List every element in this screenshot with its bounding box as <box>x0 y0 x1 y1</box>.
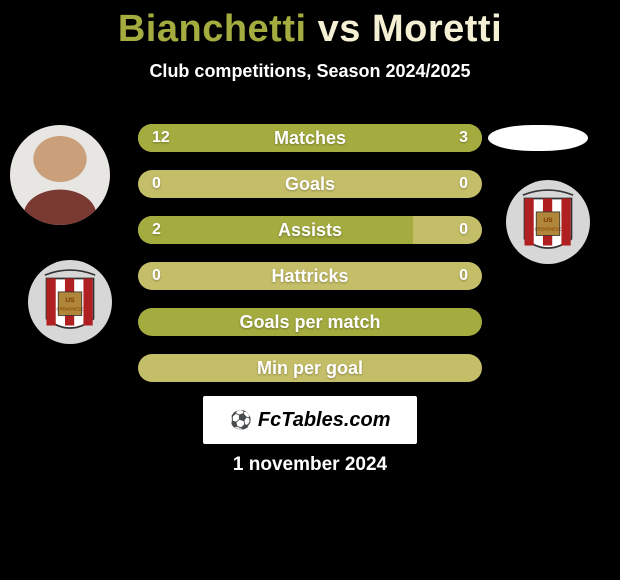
player2-club-badge: US CREMONESE <box>506 180 590 264</box>
player1-club-badge: US CREMONESE <box>28 260 112 344</box>
stat-row: 123Matches <box>138 124 482 152</box>
stat-label: Matches <box>138 124 482 152</box>
stats-container: 123Matches 00Goals 20Assists 00Hattricks Goa… <box>138 124 482 400</box>
stat-row: Goals per match <box>138 308 482 336</box>
player2-avatar <box>488 125 588 151</box>
title-vs: vs <box>318 8 361 50</box>
svg-text:US: US <box>543 217 553 224</box>
svg-text:CREMONESE: CREMONESE <box>57 306 84 311</box>
svg-text:CREMONESE: CREMONESE <box>535 226 562 231</box>
stat-label: Hattricks <box>138 262 482 290</box>
footer-date: 1 november 2024 <box>0 454 620 476</box>
stat-label: Goals <box>138 170 482 198</box>
svg-text:US: US <box>65 297 75 304</box>
title-player2: Moretti <box>372 8 502 50</box>
player1-avatar <box>10 125 110 225</box>
soccer-ball-icon: ⚽ <box>229 410 251 431</box>
subtitle: Club competitions, Season 2024/2025 <box>0 61 620 82</box>
stat-row: Min per goal <box>138 354 482 382</box>
title: Bianchetti vs Moretti <box>0 0 620 51</box>
footer-brand-text: FcTables.com <box>258 409 391 432</box>
avatar-silhouette <box>10 125 110 225</box>
stat-label: Min per goal <box>138 354 482 382</box>
stat-label: Goals per match <box>138 308 482 336</box>
footer-brand: ⚽ FcTables.com <box>203 396 417 444</box>
title-player1: Bianchetti <box>118 8 307 50</box>
stat-label: Assists <box>138 216 482 244</box>
stat-row: 00Hattricks <box>138 262 482 290</box>
stat-row: 20Assists <box>138 216 482 244</box>
club-badge-svg: US CREMONESE <box>28 260 112 344</box>
stat-row: 00Goals <box>138 170 482 198</box>
club-badge-svg: US CREMONESE <box>506 180 590 264</box>
